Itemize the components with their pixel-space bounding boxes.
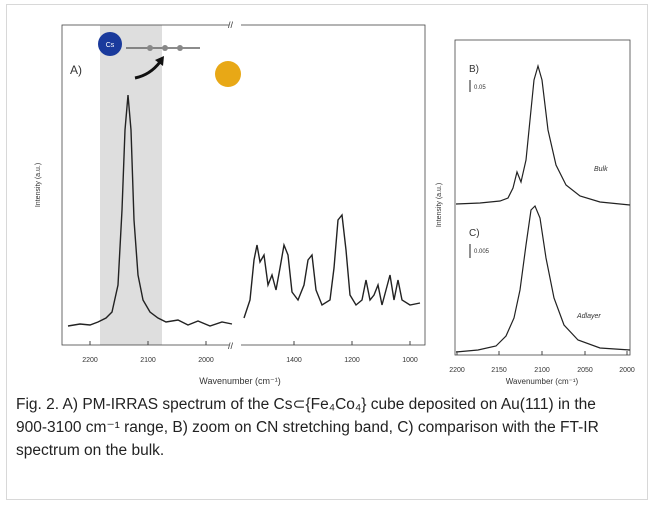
figure-frame xyxy=(6,4,648,500)
arrow xyxy=(134,61,162,80)
linker-atom xyxy=(162,45,168,51)
spectrum-a-left xyxy=(67,94,233,327)
highlight-band xyxy=(100,25,162,345)
x-tick-label: 2000 xyxy=(619,367,635,374)
trace-label: Adlayer xyxy=(576,313,601,320)
scale-label: 0.05 xyxy=(474,85,486,91)
spectrum-adlayer xyxy=(455,204,631,353)
figure: // // Cs A) Intensity (a.u.) 2200 2100 200… xyxy=(35,20,635,386)
gold-surface xyxy=(215,61,241,87)
trace-label: Bulk xyxy=(594,166,608,173)
panel-label: C) xyxy=(469,228,480,239)
x-tick-label: 1400 xyxy=(286,357,302,364)
linker-atom xyxy=(147,45,153,51)
spectrum-bulk xyxy=(455,63,631,206)
x-tick-label: 2050 xyxy=(577,367,593,374)
spectrum-a-right xyxy=(243,213,421,319)
break-gap xyxy=(229,20,241,28)
axis-break: // xyxy=(228,20,234,30)
axis-break: // xyxy=(228,341,234,351)
break-gap xyxy=(229,341,241,349)
x-axis-label: Wavenumber (cm⁻¹) xyxy=(506,377,579,386)
y-axis-label: Intensity (a.u.) xyxy=(35,163,42,207)
x-tick-label: 2200 xyxy=(449,367,465,374)
axes-a xyxy=(61,24,426,346)
atom-label: Cs xyxy=(106,42,115,49)
panel-label: A) xyxy=(70,63,82,77)
x-tick-label: 2200 xyxy=(82,357,98,364)
caption: Fig. 2. A) PM-IRRAS spectrum of the Cs⊂{… xyxy=(16,396,599,459)
x-tick-label: 2100 xyxy=(140,357,156,364)
y-axis-label: Intensity (a.u.) xyxy=(436,183,443,227)
linker-atom xyxy=(177,45,183,51)
x-axis-label: Wavenumber (cm⁻¹) xyxy=(199,376,280,386)
x-tick-label: 1200 xyxy=(344,357,360,364)
x-tick-label: 2100 xyxy=(534,367,550,374)
panel-label: B) xyxy=(469,64,479,75)
x-tick-label: 2150 xyxy=(491,367,507,374)
arrow-head xyxy=(155,56,164,66)
cs-atom xyxy=(98,32,122,56)
x-tick-label: 2000 xyxy=(198,357,214,364)
x-tick-label: 1000 xyxy=(402,357,418,364)
scale-label: 0.005 xyxy=(474,249,490,255)
